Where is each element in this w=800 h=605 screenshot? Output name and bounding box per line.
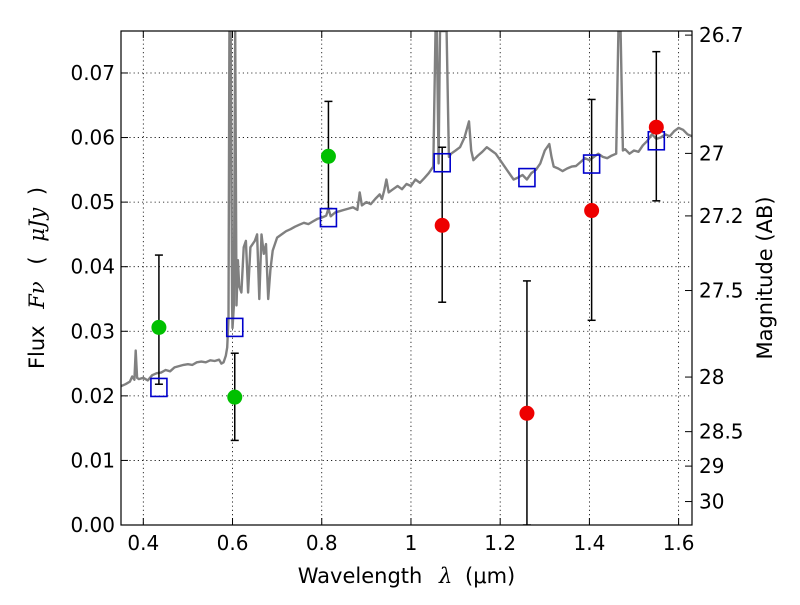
y2-tick-label: 27.2: [699, 204, 744, 228]
y2-tick-label: 27.5: [699, 279, 744, 303]
data-markers: [150, 119, 666, 421]
x-tick-label: 0.6: [217, 531, 249, 555]
y2-tick-label: 28.5: [699, 420, 744, 444]
y-tick-label: 0.01: [70, 448, 115, 472]
observed-point-green: [151, 319, 167, 335]
x-tick-label: 1: [405, 531, 418, 555]
x-tick-label: 0.8: [306, 531, 338, 555]
y-tick-label: 0.06: [70, 126, 115, 150]
x-axis-title: Wavelength λ (μm): [298, 564, 515, 588]
y-tick-label: 0.03: [70, 319, 115, 343]
y2-axis-title: Magnitude (AB): [753, 196, 777, 359]
observed-point-red: [519, 405, 535, 421]
y2-tick-label: 30: [699, 490, 724, 514]
y2-tick-label: 28: [699, 365, 724, 389]
y2-tick-label: 27: [699, 141, 724, 165]
y-tick-label: 0.02: [70, 384, 115, 408]
plot-frame: [120, 30, 693, 526]
model-photometry-square: [518, 167, 536, 188]
model-photometry-square: [433, 152, 451, 173]
x-axis-title-symbol: λ: [438, 564, 452, 588]
x-tick-label: 0.4: [127, 531, 159, 555]
spectrum-line: [121, 31, 692, 388]
grid-lines: [121, 31, 692, 526]
y2-tick-label: 29: [699, 454, 724, 478]
axis-ticks: 0.4 0.6 0.8 1 1.2 1.4 1.6 0.00 0.01 0.02 0.03 0.04 0…: [70, 23, 743, 555]
observed-point-red: [434, 217, 450, 233]
y-tick-label: 0.05: [70, 190, 115, 214]
y-axis-title: Flux Fν ( μJy ): [25, 187, 49, 369]
y-tick-label: 0.00: [70, 513, 115, 537]
model-spectrum: [121, 31, 692, 388]
y-axis-title-close: ): [25, 187, 49, 195]
y-axis-title-text: Flux: [25, 325, 49, 369]
x-tick-label: 1.4: [573, 531, 605, 555]
y-axis-title-unit: μJy: [25, 207, 49, 242]
model-photometry-square: [319, 207, 338, 228]
model-photometry-square: [582, 154, 601, 174]
x-tick-label: 1.2: [484, 531, 516, 555]
model-photometry-square: [150, 377, 168, 398]
x-axis-title-text: Wavelength: [298, 564, 423, 588]
x-tick-label: 1.6: [663, 531, 695, 555]
observed-point-green: [320, 148, 336, 164]
observed-point-red: [648, 119, 664, 135]
y-axis-title-symbol: Fν: [25, 281, 49, 310]
observed-point-red: [584, 203, 600, 219]
observed-point-green: [227, 389, 243, 405]
x-axis-title-unit: (μm): [465, 564, 515, 588]
y2-tick-label: 26.7: [699, 23, 744, 47]
y-tick-label: 0.04: [70, 255, 115, 279]
y-axis-title-open: (: [25, 256, 49, 264]
y-tick-label: 0.07: [70, 61, 115, 85]
model-photometry-square: [225, 317, 244, 338]
